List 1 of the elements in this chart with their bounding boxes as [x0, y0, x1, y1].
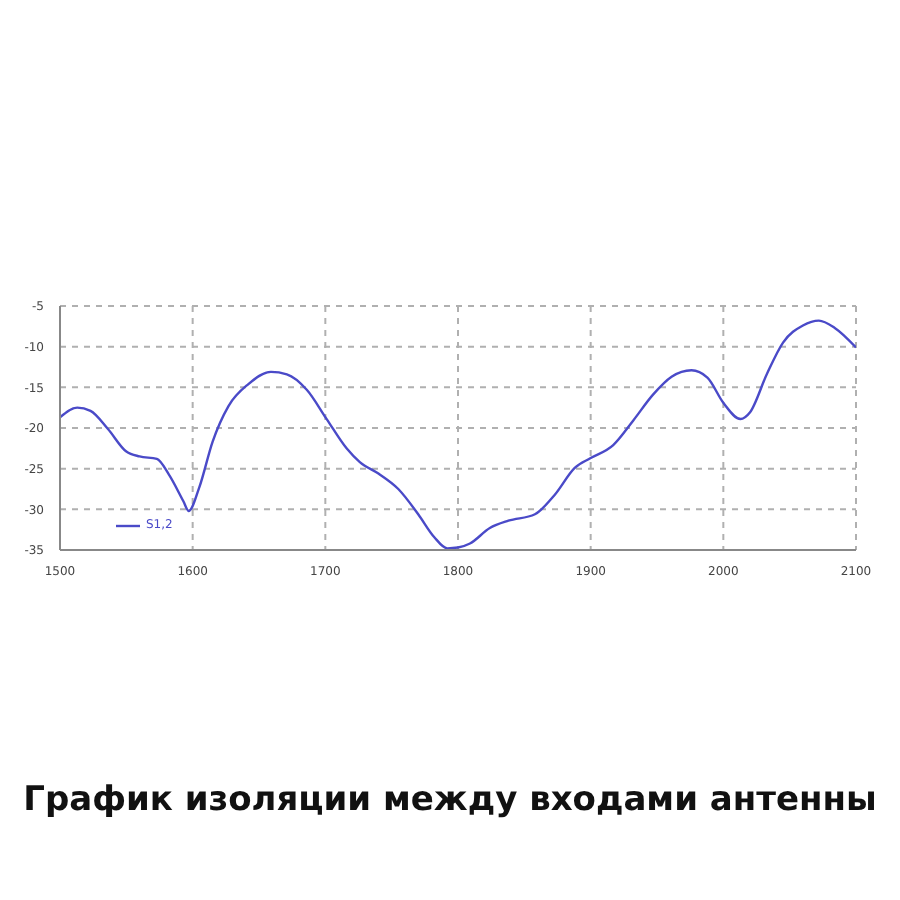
text: График изоляции между входами антенны [21, 780, 879, 820]
